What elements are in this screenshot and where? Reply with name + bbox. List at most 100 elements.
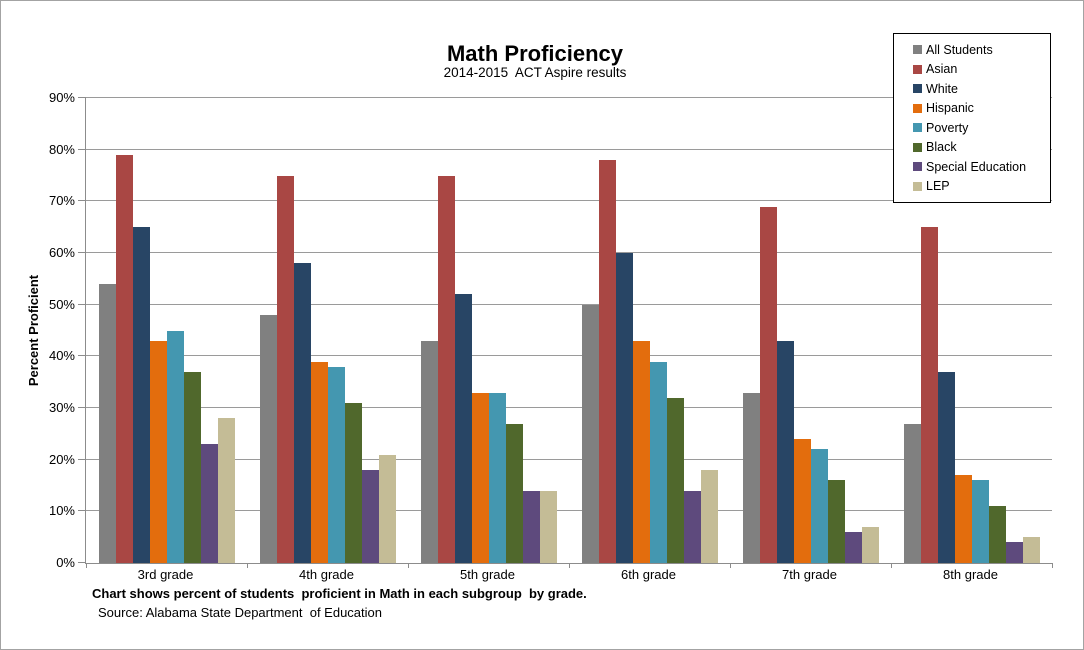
bar <box>632 340 650 563</box>
gridline <box>86 97 1052 98</box>
bar-group <box>730 98 891 563</box>
legend-item: Poverty <box>913 121 1050 135</box>
y-axis-tick-label: 50% <box>48 296 75 312</box>
y-axis-tick-label: 80% <box>48 141 75 157</box>
y-axis-tick-mark <box>78 562 86 563</box>
bar <box>793 439 811 563</box>
y-axis-tick-mark <box>78 148 86 150</box>
bar <box>1022 537 1040 563</box>
bar <box>615 253 633 563</box>
legend-item: Black <box>913 140 1050 154</box>
bar-group <box>408 98 569 563</box>
gridline <box>86 200 1052 202</box>
bar <box>200 444 218 563</box>
bar <box>183 371 201 563</box>
bar <box>166 330 184 563</box>
plot-area <box>78 97 1053 568</box>
y-axis-tick-label: 40% <box>48 348 75 364</box>
legend-swatch <box>913 103 922 113</box>
bar <box>844 532 862 563</box>
bar <box>1005 542 1023 563</box>
x-axis-tick-mark <box>246 563 248 568</box>
y-axis-tick-label: 70% <box>48 193 75 209</box>
bar-group <box>891 98 1052 563</box>
x-axis-tick-mark <box>729 563 731 568</box>
y-axis-tick-mark <box>78 97 86 98</box>
legend-label: Hispanic <box>926 101 974 116</box>
bar <box>598 160 616 563</box>
bar <box>649 361 667 563</box>
y-axis-tick-mark <box>78 355 86 357</box>
bar <box>903 423 921 563</box>
legend-item: Special Education <box>913 160 1050 174</box>
y-axis-tick-mark <box>78 303 86 305</box>
bar <box>437 175 455 563</box>
gridline <box>86 303 1052 305</box>
bar <box>471 392 489 563</box>
bar <box>361 470 379 563</box>
bar <box>954 475 972 563</box>
bar <box>971 480 989 563</box>
bar <box>259 315 277 563</box>
legend-swatch <box>913 162 922 172</box>
x-axis-tick-mark <box>1052 563 1053 568</box>
x-axis-tick-mark <box>569 563 570 568</box>
bar <box>344 402 362 563</box>
x-axis-tick-mark <box>891 563 892 568</box>
bar <box>988 506 1006 563</box>
bar-group <box>247 98 408 563</box>
gridline <box>86 510 1052 512</box>
legend-label: Poverty <box>926 120 969 135</box>
chart-title: Math Proficiency <box>446 41 624 66</box>
legend-swatch <box>913 64 922 74</box>
bar <box>539 490 557 563</box>
legend-swatch <box>913 84 922 94</box>
bar-group <box>569 98 730 563</box>
x-axis-tick-mark <box>407 563 409 568</box>
y-axis-tick-mark <box>78 200 86 202</box>
bar <box>149 340 167 563</box>
gridline <box>86 148 1052 150</box>
bar <box>505 423 523 563</box>
bar <box>378 454 396 563</box>
bar <box>276 175 294 563</box>
legend-swatch <box>913 142 922 152</box>
bar <box>98 284 116 563</box>
legend: All Students Asian White Hispanic Poverty Bla… <box>893 33 1051 203</box>
gridline <box>86 252 1052 254</box>
bar <box>861 526 879 563</box>
x-axis-label: 7th grade <box>782 567 837 582</box>
legend-label: Special Education <box>926 159 1027 174</box>
x-axis-label: 8th grade <box>943 567 998 582</box>
legend-swatch <box>913 123 922 133</box>
bar <box>666 397 684 563</box>
y-axis-tick-mark <box>78 407 86 409</box>
legend-item: LEP <box>913 179 1050 193</box>
legend-label: Asian <box>926 62 958 77</box>
legend-label: White <box>926 81 958 96</box>
bar <box>759 206 777 563</box>
y-axis-tick-label: 10% <box>48 503 75 519</box>
x-axis-label: 4th grade <box>299 567 354 582</box>
bar <box>920 227 938 563</box>
y-axis-tick-label: 90% <box>48 90 75 105</box>
legend-item: Asian <box>913 62 1050 76</box>
y-axis-tick-labels: 0% 10% 20% 30% 40% 50% 60% 70% 80% 90% <box>1 90 75 570</box>
legend-swatch <box>913 45 922 55</box>
bar-groups <box>86 98 1052 563</box>
legend-swatch <box>913 181 922 191</box>
legend-item: White <box>913 82 1050 96</box>
bar <box>293 263 311 563</box>
bar <box>420 340 438 563</box>
bar <box>700 470 718 563</box>
legend-item: All Students <box>913 43 1050 57</box>
bar <box>310 361 328 563</box>
bar <box>827 480 845 563</box>
legend-item: Hispanic <box>913 101 1050 115</box>
bar <box>115 154 133 563</box>
y-axis-tick-mark <box>78 510 86 512</box>
x-axis-labels: 3rd grade 4th grade 5th grade 6th grade 7th … <box>85 567 1051 582</box>
legend-label: LEP <box>926 179 950 194</box>
bar <box>742 392 760 563</box>
legend-label: All Students <box>926 42 993 57</box>
